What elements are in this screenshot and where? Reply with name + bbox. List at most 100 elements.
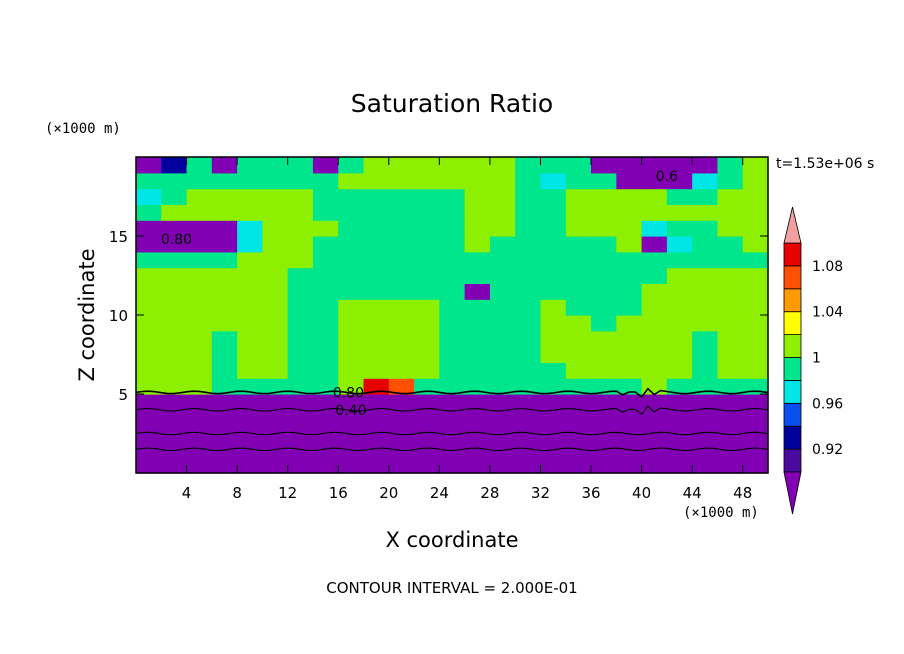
heatmap-cell: [161, 157, 188, 174]
heatmap-cell: [186, 157, 213, 174]
contour-line: [135, 447, 769, 452]
heatmap-cell: [489, 315, 516, 332]
heatmap-cell: [439, 441, 466, 458]
heatmap-cell: [136, 172, 162, 190]
heatmap-cell: [515, 157, 542, 174]
heatmap-cell: [287, 188, 314, 205]
heatmap-cell: [717, 220, 744, 237]
heatmap-cell: [262, 330, 289, 348]
heatmap-cell: [641, 330, 668, 348]
heatmap-cell: [186, 172, 213, 190]
heatmap-cell: [464, 346, 491, 363]
heatmap-cell: [666, 457, 693, 474]
heatmap-cell: [692, 457, 719, 474]
heatmap-cell: [414, 425, 440, 442]
colorbar-segment: [783, 379, 802, 404]
heatmap-cell: [641, 204, 668, 221]
contour-lines: [135, 387, 769, 452]
heatmap-cell: [363, 236, 390, 253]
heatmap-cell: [565, 346, 592, 363]
heatmap-cell: [338, 204, 365, 221]
heatmap-cell: [262, 157, 289, 174]
heatmap-cell: [742, 283, 769, 300]
heatmap-cell: [540, 283, 567, 300]
heatmap-cell: [338, 409, 365, 427]
heatmap-cell: [742, 188, 769, 205]
heatmap-cell: [540, 330, 567, 348]
heatmap-cell: [161, 378, 188, 395]
heatmap-cell: [489, 157, 516, 174]
heatmap-cell: [363, 283, 390, 300]
heatmap-cell: [363, 172, 390, 190]
heatmap-cell: [717, 441, 744, 458]
heatmap-cell: [136, 441, 162, 458]
colorbar-segment: [783, 288, 802, 313]
heatmap-cell: [439, 236, 466, 253]
heatmap-cell: [136, 409, 162, 427]
heatmap-cell: [439, 251, 466, 269]
y-tick-label: 10: [109, 307, 128, 325]
heatmap-cell: [616, 251, 643, 269]
heatmap-cell: [237, 220, 263, 237]
heatmap-cell: [742, 236, 769, 253]
heatmap-cell: [591, 315, 617, 332]
heatmap-cell: [262, 172, 289, 190]
heatmap-cell: [439, 283, 466, 300]
heatmap-cell: [489, 409, 516, 427]
heatmap-cell: [616, 315, 643, 332]
heatmap-cell: [464, 315, 491, 332]
heatmap-cell: [414, 441, 440, 458]
heatmap-cell: [363, 362, 390, 379]
heatmap-cell: [363, 251, 390, 269]
heatmap-cell: [211, 251, 238, 269]
colorbar-label: 0.96: [812, 396, 843, 412]
heatmap-cell: [287, 172, 314, 190]
heatmap-cell: [515, 204, 542, 221]
heatmap-cell: [161, 346, 188, 363]
heatmap-cell: [515, 394, 542, 411]
heatmap-cell: [565, 394, 592, 411]
heatmap-cell: [388, 394, 415, 411]
heatmap-cell: [641, 157, 668, 174]
heatmap-cell: [565, 299, 592, 316]
heatmap-cell: [414, 267, 440, 284]
heatmap-cell: [363, 267, 390, 284]
heatmap-cell: [439, 346, 466, 363]
heatmap-cell: [666, 409, 693, 427]
heatmap-cell: [742, 220, 769, 237]
heatmap-cell: [565, 283, 592, 300]
heatmap-cell: [641, 267, 668, 284]
x-tick-label: 40: [632, 484, 651, 502]
heatmap-cell: [641, 220, 668, 237]
heatmap-cell: [363, 441, 390, 458]
heatmap-cell: [666, 362, 693, 379]
heatmap-cell: [565, 188, 592, 205]
heatmap-cell: [287, 299, 314, 316]
heatmap-cell: [312, 394, 339, 411]
heatmap-cell: [338, 378, 365, 395]
heatmap-cell: [515, 409, 542, 427]
x-tick-label: 8: [232, 484, 242, 502]
heatmap-cell: [287, 346, 314, 363]
heatmap-cell: [312, 220, 339, 237]
heatmap-cell: [262, 283, 289, 300]
heatmap-cell: [565, 157, 592, 174]
heatmap-cell: [742, 409, 769, 427]
heatmap-cell: [414, 172, 440, 190]
x-tick-label: 12: [278, 484, 297, 502]
heatmap-cell: [439, 188, 466, 205]
heatmap-cell: [211, 315, 238, 332]
heatmap-cell: [439, 457, 466, 474]
heatmap-cell: [565, 267, 592, 284]
heatmap-cell: [388, 425, 415, 442]
heatmap-cell: [489, 346, 516, 363]
heatmap-cell: [515, 188, 542, 205]
x-tick-label: 36: [581, 484, 600, 502]
heatmap-cell: [540, 267, 567, 284]
heatmap-cell: [388, 283, 415, 300]
heatmap-cell: [262, 236, 289, 253]
colorbar-segment: [783, 402, 802, 427]
heatmap-cell: [641, 346, 668, 363]
heatmap-cell: [388, 251, 415, 269]
